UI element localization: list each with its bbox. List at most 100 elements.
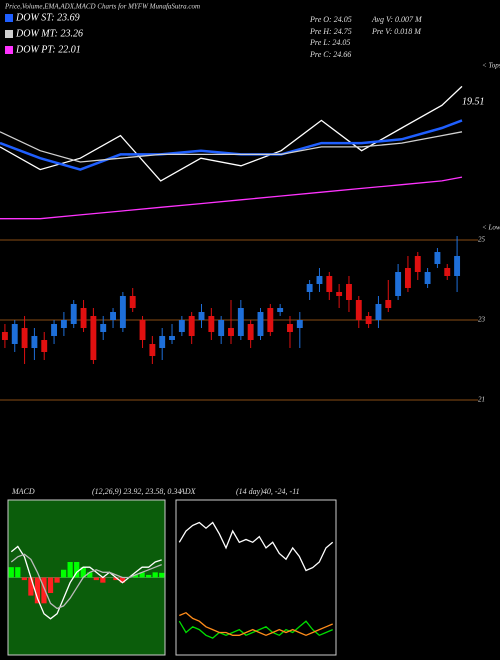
- candle-body: [414, 256, 421, 272]
- candle-body: [70, 304, 77, 324]
- panel-label: MACD: [11, 487, 35, 496]
- page-title: Price,Volume,EMA,ADX,MACD Charts for MYF…: [4, 3, 200, 11]
- candle-body: [257, 312, 264, 336]
- histogram-bar: [119, 577, 126, 583]
- histogram-bar: [139, 572, 145, 578]
- series-line: [10, 553, 162, 610]
- legend-swatch: [5, 30, 13, 38]
- histogram-bar: [113, 577, 119, 581]
- candle-body: [208, 316, 215, 332]
- histogram-bar: [152, 572, 158, 578]
- candle-body: [404, 268, 411, 288]
- candle-body: [110, 312, 116, 320]
- info: Avg V: 0.007 M: [371, 15, 423, 24]
- candle-body: [119, 296, 126, 328]
- histogram-bar: [87, 572, 93, 578]
- series-line: [0, 131, 463, 163]
- y-tick-label: 21: [478, 396, 485, 404]
- histogram-bar: [15, 567, 21, 578]
- panel-label: ADX: [179, 487, 197, 496]
- histogram-bar: [67, 562, 73, 578]
- annotation: 19.51: [462, 97, 485, 108]
- candle-body: [198, 312, 205, 320]
- info: Pre O: 24.05: [309, 15, 352, 24]
- histogram-bar: [34, 577, 41, 604]
- candle-body: [326, 276, 333, 292]
- histogram-bar: [159, 572, 165, 578]
- y-tick-label: 23: [478, 316, 486, 324]
- candle-body: [159, 336, 166, 348]
- candle-body: [336, 292, 343, 296]
- candle-body: [296, 320, 303, 328]
- legend-label: DOW PT: 22.01: [15, 44, 81, 55]
- candle-body: [11, 324, 18, 344]
- tops-label: < Tops: [482, 62, 500, 70]
- histogram-bar: [80, 567, 86, 578]
- candle-body: [444, 268, 451, 276]
- candle-body: [277, 308, 284, 312]
- histogram-bar: [8, 567, 14, 578]
- candle-body: [395, 272, 402, 296]
- candle-body: [188, 316, 195, 336]
- candle-body: [31, 336, 38, 348]
- histogram-bar: [74, 562, 80, 578]
- info: Pre C: 24.66: [309, 50, 351, 59]
- candle-body: [149, 344, 156, 356]
- candle-body: [169, 336, 175, 340]
- histogram-bar: [47, 577, 54, 593]
- candle-body: [21, 328, 28, 348]
- candle-body: [228, 328, 234, 336]
- candle-body: [454, 256, 461, 276]
- candle-body: [355, 300, 362, 320]
- candle-body: [51, 324, 58, 336]
- candle-body: [1, 332, 8, 340]
- candle-body: [365, 316, 372, 324]
- lows-label: < Lows: [482, 224, 500, 232]
- histogram-bar: [100, 577, 106, 583]
- candle-body: [306, 284, 313, 292]
- candle-body: [237, 308, 244, 336]
- legend-swatch: [5, 14, 13, 22]
- candle-body: [346, 284, 352, 300]
- info: Pre L: 24.05: [309, 38, 350, 47]
- y-tick-label: 25: [478, 236, 486, 244]
- candle-body: [90, 316, 97, 360]
- histogram-bar: [54, 577, 60, 583]
- candle-body: [100, 324, 107, 332]
- series-line: [0, 176, 463, 220]
- candle-body: [385, 300, 392, 308]
- candle-body: [218, 320, 225, 336]
- candle-body: [287, 324, 293, 332]
- candle-body: [41, 340, 48, 352]
- candle-body: [424, 272, 431, 284]
- series-line: [0, 85, 463, 182]
- candle-body: [316, 276, 323, 284]
- panel-params: (12,26,9) 23.92, 23.58, 0.34: [92, 487, 181, 496]
- info: Pre H: 24.75: [309, 27, 352, 36]
- candle-body: [434, 252, 441, 264]
- legend-swatch: [5, 46, 13, 54]
- legend-label: DOW MT: 23.26: [15, 28, 83, 39]
- legend-label: DOW ST: 23.69: [15, 12, 80, 23]
- candle-body: [60, 320, 67, 328]
- candle-body: [247, 324, 254, 340]
- series-line: [179, 611, 333, 637]
- candle-body: [129, 296, 136, 308]
- candle-body: [178, 320, 185, 332]
- series-line: [10, 545, 162, 620]
- candle-body: [80, 308, 87, 328]
- histogram-bar: [93, 577, 99, 581]
- info: Pre V: 0.018 M: [371, 27, 422, 36]
- histogram-bar: [132, 574, 139, 578]
- histogram-bar: [28, 577, 34, 596]
- histogram-bar: [21, 577, 27, 581]
- candle-body: [267, 308, 274, 332]
- panel-params: (14 day)40, -24, -11: [236, 487, 300, 496]
- series-line: [178, 521, 334, 572]
- histogram-bar: [41, 577, 47, 604]
- candle-body: [375, 304, 382, 320]
- histogram-bar: [146, 574, 152, 578]
- histogram-bar: [60, 569, 67, 578]
- candle-body: [139, 320, 146, 340]
